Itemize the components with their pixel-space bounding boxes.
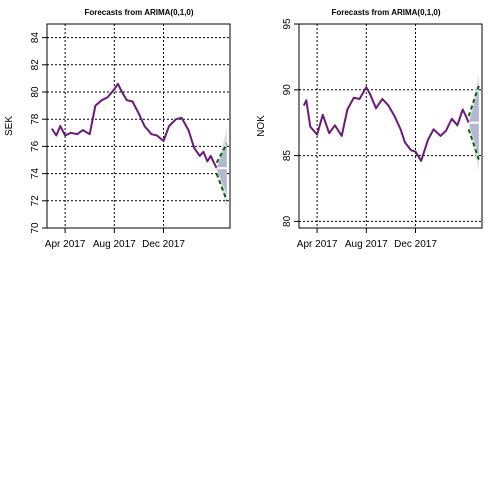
forecast-lower-bound-line bbox=[467, 128, 480, 160]
forecast-upper-bound-line bbox=[467, 85, 480, 117]
y-tick-label: 90 bbox=[282, 84, 293, 96]
chart-title: Forecasts from ARIMA(0,1,0) bbox=[84, 8, 193, 17]
y-tick-label: 78 bbox=[30, 113, 41, 125]
plot-border bbox=[298, 23, 483, 229]
x-tick-label: Dec 2017 bbox=[394, 239, 437, 250]
y-tick-label: 72 bbox=[30, 195, 41, 207]
y-tick-label: 80 bbox=[282, 215, 293, 227]
series-line bbox=[302, 86, 470, 162]
y-tick-label: 95 bbox=[282, 18, 293, 30]
axes: 80 85 90 95 Apr 2017 Aug 2017 Dec 2017 bbox=[282, 18, 437, 250]
y-axis-label: SEK bbox=[4, 116, 15, 136]
forecast-lines bbox=[215, 143, 228, 202]
sek-forecast-chart: Forecasts from ARIMA(0,1,0) 70 72 74 76 78 80… bbox=[4, 8, 231, 250]
x-tick-label: Aug 2017 bbox=[345, 239, 388, 250]
plot-border bbox=[46, 23, 231, 229]
data-series bbox=[50, 82, 218, 169]
data-series bbox=[302, 86, 470, 162]
series-line bbox=[50, 82, 218, 169]
x-tick-label: Apr 2017 bbox=[297, 239, 338, 250]
y-tick-label: 80 bbox=[30, 86, 41, 98]
forecast-lines bbox=[467, 85, 480, 160]
forecast-upper-bound-line bbox=[215, 143, 228, 164]
y-tick-label: 76 bbox=[30, 140, 41, 152]
y-axis-label: NOK bbox=[256, 115, 267, 137]
y-tick-label: 70 bbox=[30, 222, 41, 234]
chart-title: Forecasts from ARIMA(0,1,0) bbox=[331, 8, 440, 17]
nok-forecast-chart: Forecasts from ARIMA(0,1,0) 80 85 90 95 Apr … bbox=[256, 8, 483, 250]
y-tick-label: 82 bbox=[30, 59, 41, 71]
y-tick-label: 85 bbox=[282, 150, 293, 162]
grid bbox=[47, 24, 230, 229]
forecast-lower-bound-line bbox=[215, 173, 228, 202]
y-tick-label: 74 bbox=[30, 168, 41, 180]
x-tick-label: Aug 2017 bbox=[93, 239, 136, 250]
axes: 70 72 74 76 78 80 82 84 Apr 2017 Aug 2017 Dec 2017 bbox=[30, 32, 185, 250]
x-tick-label: Dec 2017 bbox=[142, 239, 185, 250]
y-tick-label: 84 bbox=[30, 32, 41, 44]
x-tick-label: Apr 2017 bbox=[45, 239, 86, 250]
